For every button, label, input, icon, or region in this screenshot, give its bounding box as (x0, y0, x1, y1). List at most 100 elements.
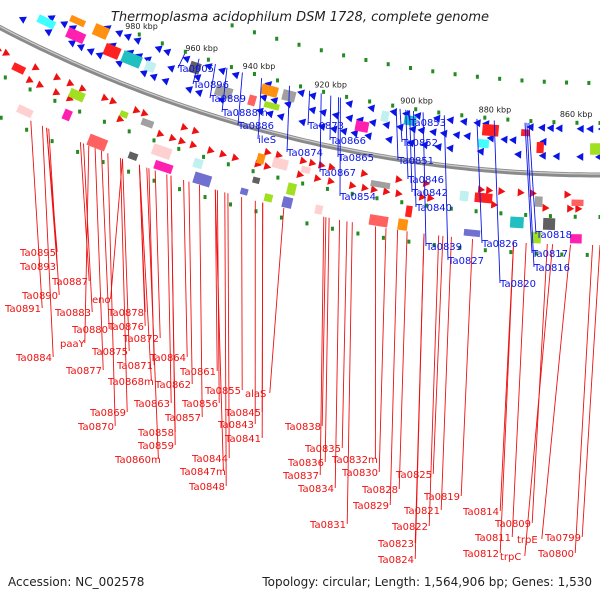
forward-gene-label: Ta0888m (221, 108, 268, 119)
forward-gene-leader-line (221, 67, 228, 113)
reverse-gene-label: Ta0832m (331, 455, 378, 466)
reverse-gene-arrow (313, 174, 322, 182)
scale-tick (76, 149, 80, 154)
reverse-gene-leader-line (30, 120, 43, 309)
feature-block (571, 199, 584, 207)
feature-block (69, 14, 87, 28)
scale-tick (345, 94, 349, 99)
scale-label: 880 kbp (479, 106, 512, 115)
reverse-gene-leader-line (346, 222, 353, 525)
reverse-gene-arrow (156, 129, 165, 137)
forward-gene-arrow (446, 116, 454, 125)
forward-gene-label: Ta0867 (319, 168, 356, 179)
forward-gene-arrow (284, 100, 292, 109)
reverse-gene-label: Ta0872 (122, 334, 159, 345)
forward-gene-leader-line (476, 118, 483, 244)
reverse-gene-label: Ta0819 (423, 492, 460, 503)
forward-gene-arrow (76, 44, 85, 52)
forward-gene-arrow (204, 63, 213, 71)
reverse-gene-label: Ta0809 (494, 519, 531, 530)
scale-tick (101, 160, 105, 165)
reverse-gene-label: Ta0891 (4, 304, 41, 315)
scale-tick (102, 119, 106, 124)
feature-block (380, 110, 390, 123)
reverse-gene-label: Ta0883 (54, 308, 91, 319)
scale-tick (0, 115, 3, 120)
forward-gene-arrow (526, 123, 534, 132)
scale-tick (432, 242, 436, 247)
feature-block (590, 143, 600, 155)
feature-block (300, 165, 311, 175)
forward-gene-leader-line (177, 53, 186, 69)
forward-gene-arrow (576, 152, 584, 161)
reverse-gene-arrow (498, 187, 506, 196)
feature-block (569, 234, 582, 244)
forward-gene-label: Ta0839 (425, 242, 462, 253)
scale-tick (177, 146, 181, 151)
feature-block (86, 133, 109, 152)
scale-tick (322, 89, 326, 94)
scale-tick (587, 80, 591, 85)
reverse-gene-leader-line (511, 242, 527, 538)
forward-gene-arrow (433, 114, 441, 123)
forward-gene-arrow (167, 65, 176, 73)
scale-tick (565, 80, 569, 85)
scale-tick (598, 121, 600, 125)
reverse-gene-leader-line (324, 217, 330, 463)
forward-gene-arrow (265, 110, 274, 119)
reverse-gene-arrow (485, 186, 494, 195)
scale-label: 900 kbp (400, 96, 433, 105)
reverse-gene-label: Ta0871 (116, 361, 153, 372)
reverse-gene-leader-line (199, 184, 203, 418)
reverse-gene-label: Ta0837 (282, 471, 319, 482)
reverse-gene-leader-line (110, 158, 123, 300)
forward-gene-arrow (115, 30, 124, 38)
forward-gene-arrow (476, 147, 484, 156)
reverse-gene-leader-line (261, 202, 264, 439)
reverse-gene-leader-line (460, 238, 473, 497)
genome-backbone (0, 24, 600, 178)
scale-tick (251, 169, 255, 174)
feature-block (192, 171, 213, 188)
scale-tick (542, 79, 546, 84)
forward-gene-label: Ta0866 (329, 136, 366, 147)
reverse-gene-label: Ta0829 (352, 501, 389, 512)
reverse-gene-label: Ta0875 (91, 347, 128, 358)
reverse-gene-leader-line (166, 174, 172, 404)
reverse-gene-arrow (219, 149, 227, 158)
reverse-gene-label: paaY (60, 339, 86, 350)
reverse-gene-label: Ta0858 (137, 428, 174, 439)
reverse-gene-arrow (132, 105, 141, 114)
feature-block (530, 231, 542, 244)
scale-tick (202, 154, 206, 159)
scale-tick (342, 53, 346, 58)
forward-gene-arrow (95, 52, 104, 60)
forward-gene-label: Ta0889 (209, 94, 246, 105)
scale-tick (152, 178, 156, 183)
forward-gene-arrow (115, 60, 124, 68)
feature-block (314, 204, 324, 215)
scale-tick (474, 209, 478, 214)
forward-gene-label: Ta0886 (237, 121, 274, 132)
reverse-gene-arrow (25, 75, 34, 83)
reverse-gene-leader-line (574, 244, 594, 554)
scale-tick (400, 200, 404, 205)
reverse-gene-leader-line (84, 145, 90, 344)
scale-tick (475, 74, 479, 79)
scale-tick (152, 138, 156, 143)
feature-block (65, 27, 87, 45)
reverse-gene-label: Ta0860m (114, 455, 161, 466)
reverse-gene-leader-line (541, 244, 571, 540)
forward-gene-arrow (331, 111, 340, 120)
reverse-gene-arrow (263, 147, 272, 156)
scale-tick (529, 119, 533, 124)
reverse-gene-label: Ta0876 (107, 322, 144, 333)
feature-block (481, 123, 500, 137)
reverse-gene-arrow (395, 189, 403, 198)
forward-gene-arrow (298, 118, 307, 127)
forward-gene-leader-line (395, 108, 399, 161)
reverse-gene-arrow (348, 181, 357, 190)
forward-gene-arrow (161, 78, 170, 86)
feature-block (67, 87, 86, 103)
